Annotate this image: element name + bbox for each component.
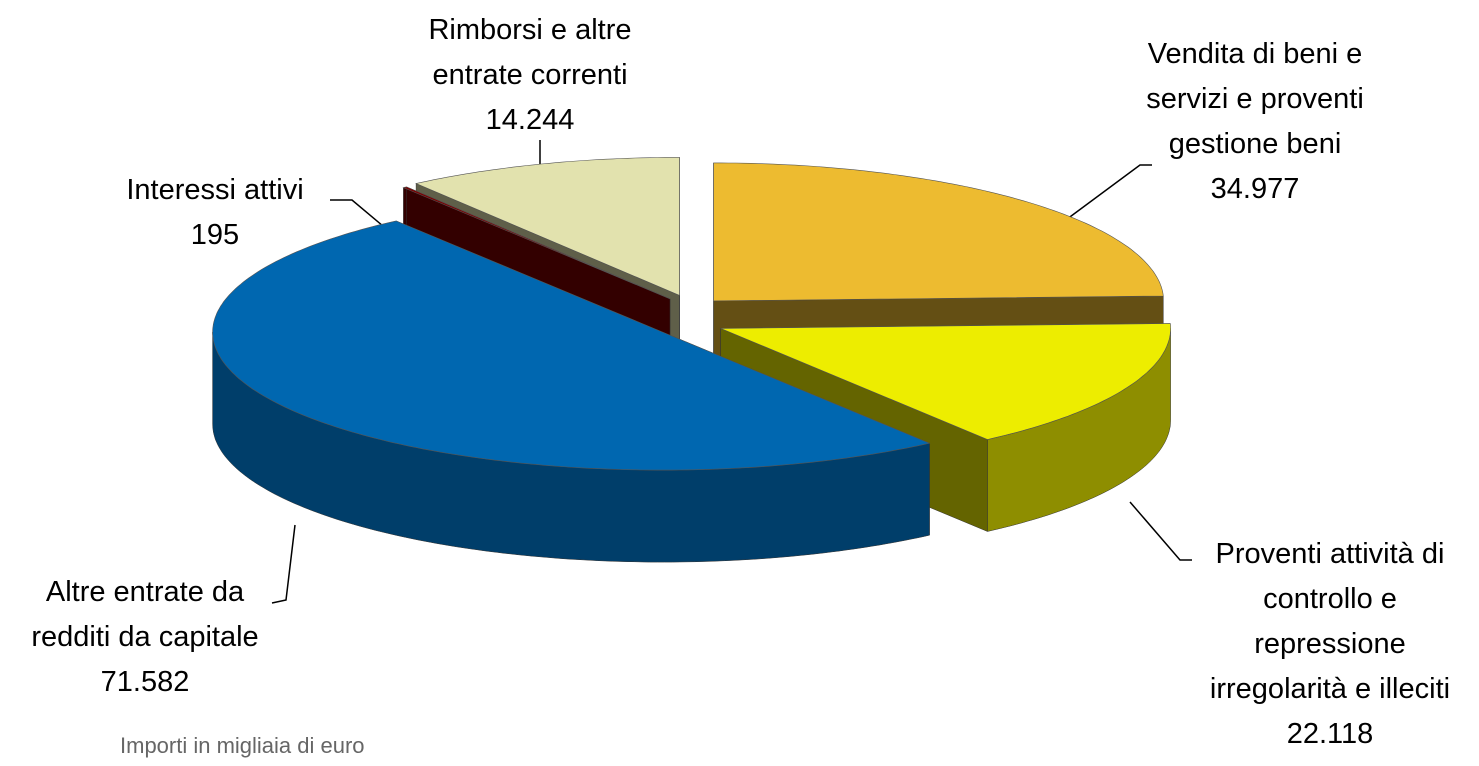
- value-label: 34.977: [1210, 173, 1300, 205]
- slice: [720, 323, 1171, 440]
- category-label: Interessi attivi: [126, 174, 304, 206]
- leader-line: [271, 524, 296, 604]
- category-label: Rimborsi e altre entrate correnti: [428, 14, 632, 91]
- note: Importi in migliaia di euro: [120, 733, 365, 758]
- category-label: Vendita di beni e servizi e proventi ges…: [1146, 38, 1364, 160]
- category-label: Proventi attività di controllo e repress…: [1209, 538, 1451, 705]
- slice: [713, 162, 1164, 302]
- slice: [415, 157, 680, 296]
- leader-line: [1129, 501, 1192, 561]
- value-label: 195: [190, 219, 240, 251]
- slice-label: Proventi attività di controllo e repress…: [1210, 532, 1450, 757]
- slice-label: Interessi attivi 195: [126, 168, 303, 258]
- slice: [402, 186, 671, 300]
- slice: [212, 220, 931, 471]
- slice-label: Altre entrate da redditi da capitale 71.5…: [31, 570, 258, 705]
- value-label: 22.118: [1286, 718, 1374, 750]
- slice-label: Rimborsi e altre entrate correnti 14.244: [428, 8, 631, 143]
- value-label: 14.244: [485, 104, 575, 136]
- slice-label: Vendita di beni e servizi e proventi ges…: [1146, 32, 1364, 212]
- category-label: Altre entrate da redditi da capitale: [31, 576, 259, 653]
- value-label: 71.582: [100, 666, 190, 698]
